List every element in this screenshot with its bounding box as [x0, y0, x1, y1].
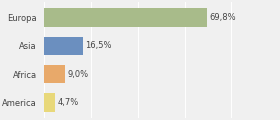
Text: 9,0%: 9,0% [67, 70, 88, 79]
Bar [45, 65, 66, 83]
Text: 4,7%: 4,7% [57, 98, 79, 107]
Bar [45, 37, 83, 55]
Text: 69,8%: 69,8% [209, 13, 236, 22]
Text: 16,5%: 16,5% [85, 41, 111, 50]
Bar [45, 93, 55, 112]
Bar [45, 8, 207, 27]
